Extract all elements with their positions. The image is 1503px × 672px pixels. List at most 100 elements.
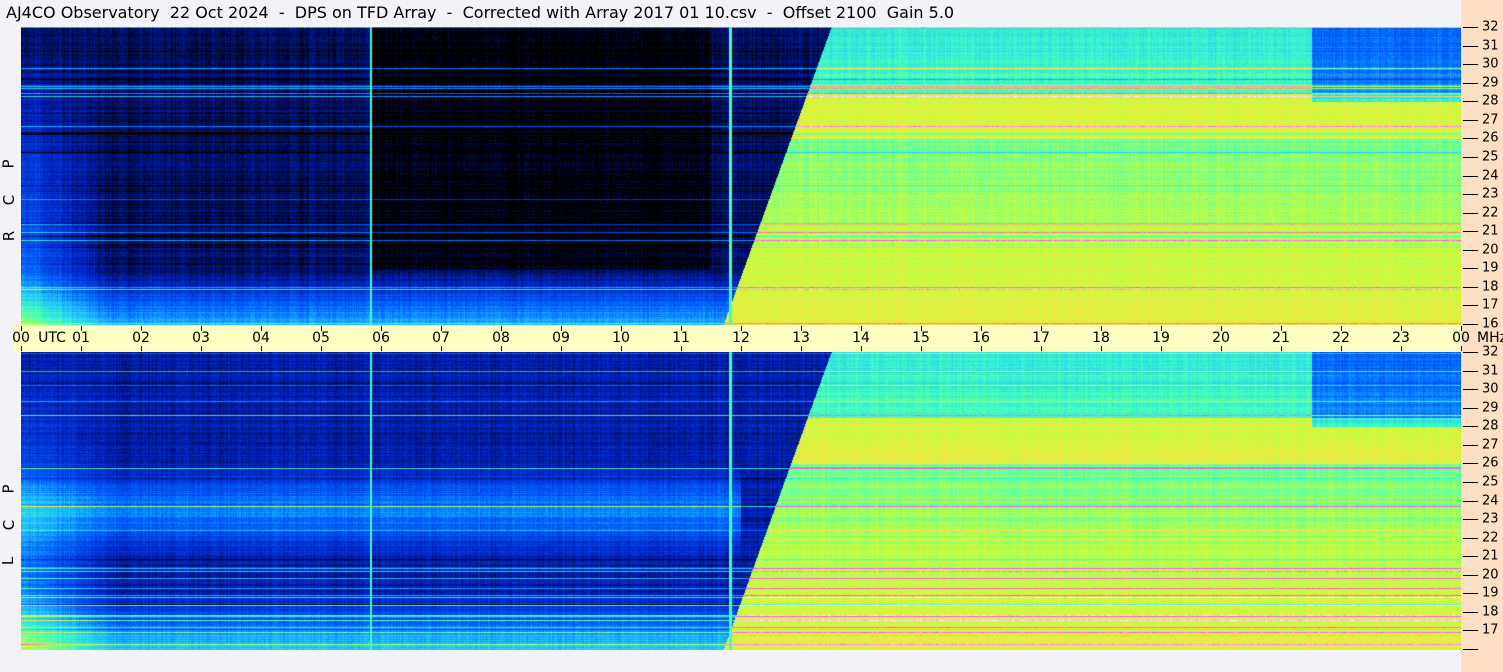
x-tick — [1281, 346, 1282, 351]
x-tick-label: 02 — [132, 330, 150, 346]
x-tick-label: 06 — [372, 330, 390, 346]
x-tick-label: 20 — [1212, 330, 1230, 346]
x-tick-label: 00 — [12, 330, 30, 346]
frequency-axis-column — [1461, 0, 1503, 672]
x-tick — [381, 326, 382, 331]
y-tick — [1463, 45, 1478, 47]
y-tick-label: 32 — [1482, 19, 1499, 35]
y-tick — [1463, 305, 1478, 307]
y-tick — [1463, 249, 1478, 251]
y-tick — [1463, 389, 1478, 391]
polarization-label: C — [0, 519, 19, 531]
x-tick — [1401, 326, 1402, 331]
x-tick — [441, 326, 442, 331]
x-tick — [1161, 346, 1162, 351]
x-tick — [1221, 346, 1222, 351]
x-tick-label: 21 — [1272, 330, 1290, 346]
x-tick-label: 03 — [192, 330, 210, 346]
time-axis: 00 01 02 03 04 05 06 07 08 09 10 11 12 13 14 15 16 17 18 19… — [12, 326, 1503, 351]
y-tick-label: 32 — [1482, 344, 1499, 360]
x-tick — [21, 346, 22, 351]
y-tick-label: 24 — [1482, 168, 1499, 183]
y-tick — [1463, 82, 1478, 84]
x-tick-label: 17 — [1032, 330, 1050, 346]
x-tick — [501, 326, 502, 331]
x-tick-label: 15 — [912, 330, 930, 346]
x-tick — [141, 346, 142, 351]
polarization-label: R — [0, 230, 19, 242]
y-tick — [1463, 370, 1478, 372]
x-tick — [1041, 326, 1042, 331]
x-tick — [561, 346, 562, 351]
x-tick-label: 08 — [492, 330, 510, 346]
x-tick — [141, 326, 142, 331]
y-tick-label: 19 — [1482, 260, 1499, 276]
x-tick-label: 04 — [252, 330, 270, 346]
y-tick — [1463, 426, 1478, 428]
x-tick — [681, 346, 682, 351]
y-tick-label: 22 — [1482, 530, 1499, 546]
x-tick — [921, 346, 922, 351]
y-tick — [1463, 119, 1478, 121]
x-tick — [261, 326, 262, 331]
y-tick — [1463, 231, 1478, 233]
y-tick — [1463, 175, 1478, 177]
y-tick — [1463, 64, 1478, 66]
y-tick — [1463, 519, 1478, 521]
y-tick — [1463, 194, 1478, 196]
y-tick — [1463, 352, 1478, 353]
chart-title: AJ4CO Observatory 22 Oct 2024 - DPS on T… — [6, 3, 955, 22]
x-tick — [321, 326, 322, 331]
y-tick-label: 28 — [1482, 93, 1499, 109]
y-tick — [1463, 537, 1478, 539]
y-tick — [1463, 481, 1478, 483]
x-tick — [381, 346, 382, 351]
y-tick-label: 24 — [1482, 493, 1499, 508]
x-tick — [681, 326, 682, 331]
y-tick-label: 23 — [1482, 186, 1499, 202]
y-tick-label: 23 — [1482, 511, 1499, 527]
y-tick-label: 31 — [1482, 363, 1499, 379]
x-tick — [201, 346, 202, 351]
y-tick — [1463, 212, 1478, 214]
x-tick — [321, 346, 322, 351]
y-tick — [1463, 593, 1478, 595]
y-tick — [1463, 463, 1478, 465]
y-tick-label: 16 — [1482, 316, 1499, 332]
y-tick-label: 21 — [1482, 548, 1499, 564]
y-tick-label: 20 — [1482, 567, 1499, 583]
x-tick — [981, 326, 982, 331]
y-tick-label: 30 — [1482, 56, 1499, 72]
x-tick-label: 22 — [1332, 330, 1350, 346]
x-tick — [861, 326, 862, 331]
y-tick-label: 18 — [1482, 604, 1499, 620]
x-tick-label: 19 — [1152, 330, 1170, 346]
x-tick-label: 11 — [672, 330, 690, 346]
y-tick-label: 31 — [1482, 38, 1499, 54]
y-tick — [1463, 630, 1478, 632]
x-tick — [1341, 346, 1342, 351]
x-tick — [801, 326, 802, 331]
x-tick-label: 07 — [432, 330, 450, 346]
x-tick — [501, 346, 502, 351]
x-tick — [1161, 326, 1162, 331]
x-tick-label: 14 — [852, 330, 870, 346]
x-tick-label: 12 — [732, 330, 750, 346]
x-tick — [201, 326, 202, 331]
x-tick-label: 16 — [972, 330, 990, 346]
y-tick-label: 25 — [1482, 474, 1499, 490]
x-tick — [741, 346, 742, 351]
y-tick — [1463, 268, 1478, 270]
x-tick-label: 00 — [1452, 330, 1470, 346]
y-tick — [1463, 611, 1478, 613]
polarization-label: C — [0, 194, 19, 206]
x-tick — [621, 346, 622, 351]
y-tick-label: 26 — [1482, 130, 1499, 146]
y-tick — [1463, 27, 1478, 28]
y-tick-label: 29 — [1482, 400, 1499, 416]
y-tick — [1463, 556, 1478, 558]
utc-label: UTC — [38, 330, 66, 346]
x-tick — [801, 346, 802, 351]
y-tick — [1463, 286, 1478, 288]
y-tick — [1463, 649, 1478, 650]
